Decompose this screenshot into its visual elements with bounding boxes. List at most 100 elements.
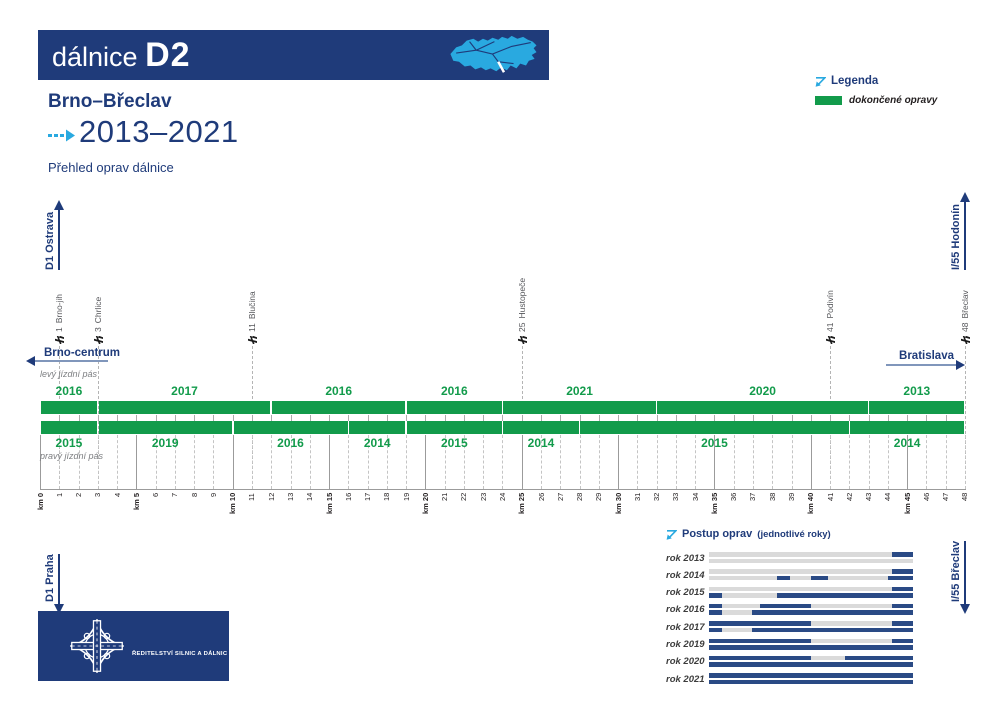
- exit-label: 41 Podivín: [825, 290, 835, 344]
- km-label: 7: [170, 492, 180, 497]
- km-gridline: [251, 435, 253, 489]
- km-tick: [444, 414, 446, 421]
- km-gridline: [868, 435, 870, 489]
- interchange-icon: [93, 336, 103, 344]
- progress-fill: [709, 655, 811, 661]
- interchange-icon: [54, 336, 64, 344]
- km-label: 21: [440, 492, 450, 501]
- progress-fill: [709, 610, 722, 615]
- km-tick: [194, 414, 196, 421]
- km-gridline-major: [810, 435, 812, 489]
- km-gridline: [926, 435, 928, 489]
- km-tick: [945, 414, 947, 421]
- km-tick: [174, 414, 176, 421]
- km-label: 3: [93, 492, 103, 497]
- progress-fill: [891, 621, 913, 626]
- km-tick: [868, 414, 870, 421]
- segment-year-label: 2015: [440, 436, 468, 450]
- km-label: 33: [671, 492, 681, 501]
- km-label: km 40: [806, 492, 816, 514]
- km-gridline: [463, 435, 465, 489]
- km-tick: [155, 414, 157, 421]
- km-label: 43: [864, 492, 874, 501]
- progress-fill: [709, 621, 811, 626]
- km-tick: [791, 414, 793, 421]
- km-gridline: [59, 435, 61, 489]
- progress-row-label: rok 2021: [666, 673, 705, 685]
- legend: Legenda dokončené opravy: [815, 75, 937, 106]
- km-gridline: [637, 435, 639, 489]
- km-gridline-major: [40, 435, 41, 489]
- exit-label: 1 Brno-jih: [54, 294, 64, 344]
- km-gridline: [945, 435, 947, 489]
- progress-row-label: rok 2020: [666, 656, 705, 668]
- progress-row-label: rok 2017: [666, 621, 705, 633]
- km-label: km 5: [131, 492, 141, 510]
- km-label: 29: [594, 492, 604, 501]
- progress-fill: [891, 552, 913, 557]
- km-label: 12: [266, 492, 276, 501]
- repair-segment-2016: [40, 400, 97, 414]
- km-gridline: [309, 435, 311, 489]
- link-label-bottom: D1 Praha: [44, 554, 57, 602]
- km-tick: [637, 414, 639, 421]
- repair-segment-2015: [406, 421, 502, 434]
- km-gridline: [598, 435, 600, 489]
- km-gridline: [155, 435, 157, 489]
- interchange-icon: [517, 336, 527, 344]
- km-label: 9: [208, 492, 218, 497]
- link-label-top: I/55 Hodonín: [949, 204, 962, 270]
- km-label: 6: [151, 492, 161, 497]
- progress-fill: [891, 569, 913, 574]
- link-arrow-line: [58, 554, 61, 604]
- km-gridline: [348, 435, 350, 489]
- progress-title-main: Postup oprav: [682, 528, 753, 540]
- km-label: 24: [497, 492, 507, 501]
- km-gridline: [194, 435, 196, 489]
- km-tick: [541, 414, 543, 421]
- km-tick: [598, 414, 600, 421]
- lane-label-right: pravý jízdní pás: [40, 451, 104, 461]
- link-arrowhead-down: [54, 604, 65, 614]
- segment-year-label: 2014: [363, 436, 391, 450]
- km-gridline: [117, 435, 119, 489]
- km-label: 18: [382, 492, 392, 501]
- link-arrowhead-up: [959, 192, 970, 202]
- page-title: dálnice D2: [52, 37, 191, 75]
- km-tick: [117, 414, 119, 421]
- period: 2013–2021: [79, 114, 239, 149]
- segment-year-label: 2016: [325, 384, 353, 398]
- progress-fill: [709, 593, 722, 598]
- km-label: 28: [575, 492, 585, 501]
- km-gridline: [290, 435, 292, 489]
- exit-name: Blučina: [246, 291, 257, 320]
- km-tick: [810, 414, 812, 421]
- km-tick: [97, 414, 99, 421]
- km-tick: [232, 414, 234, 421]
- progress-row-label: rok 2015: [666, 587, 705, 599]
- km-gridline: [772, 435, 774, 489]
- km-tick: [618, 414, 620, 421]
- link-label-top: D1 Ostrava: [44, 211, 57, 270]
- km-label: 1: [54, 492, 64, 497]
- km-gridline: [78, 435, 80, 489]
- progress-chart-title: Postup oprav (jednotlivé roky): [666, 528, 831, 540]
- km-label: km 10: [228, 492, 238, 514]
- exit-number: 48: [959, 322, 970, 332]
- km-gridline: [502, 435, 504, 489]
- km-gridline: [675, 435, 677, 489]
- km-tick: [849, 414, 851, 421]
- progress-fill: [709, 662, 913, 667]
- repair-segment-2021: [503, 400, 656, 414]
- repair-segment-2016: [406, 400, 502, 414]
- km-label: 37: [748, 492, 758, 501]
- km-gridline: [271, 435, 273, 489]
- progress-fill: [891, 638, 913, 643]
- repair-segment-2017: [98, 400, 271, 414]
- km-tick: [502, 414, 504, 421]
- segment-year-label: 2016: [440, 384, 468, 398]
- km-tick: [309, 414, 311, 421]
- km-tick: [290, 414, 292, 421]
- km-label: 14: [305, 492, 315, 501]
- exit-number: 25: [516, 322, 527, 332]
